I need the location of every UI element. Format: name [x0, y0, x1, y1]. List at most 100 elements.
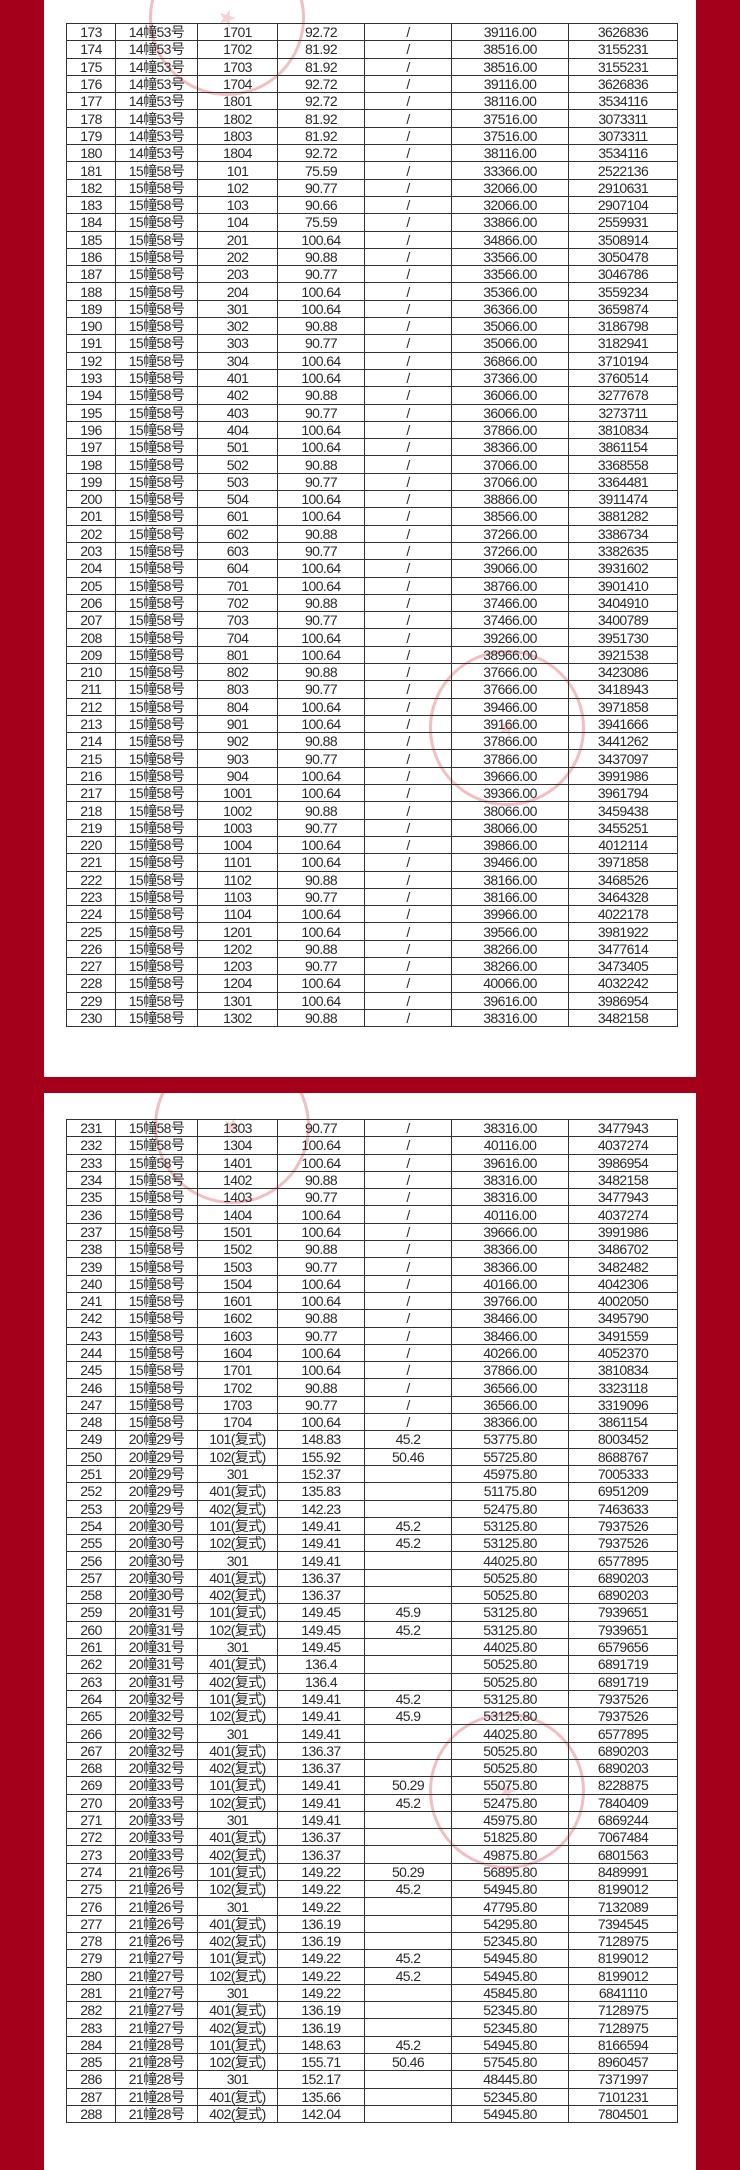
cell-building: 21幢27号 [115, 1949, 198, 1968]
cell-extra-area: 50.29 [364, 1776, 452, 1795]
cell-extra-area: / [364, 368, 452, 388]
table-row: 178 14幢53号 1802 81.92/37516.00 3073311 [66, 109, 678, 128]
cell-building: 21幢27号 [115, 2018, 198, 2037]
cell-area: 90.77 [277, 403, 365, 422]
cell-building: 20幢30号 [115, 1534, 198, 1553]
cell-unit: 1403 [197, 1188, 278, 1207]
cell-total-price: 4012114 [568, 835, 678, 855]
cell-building: 21幢28号 [115, 2104, 198, 2124]
cell-total-price: 3441262 [568, 732, 678, 751]
cell-total-price: 3861154 [568, 1413, 678, 1432]
cell-extra-area [364, 1568, 452, 1588]
cell-extra-area: 50.46 [364, 2053, 452, 2072]
cell-total-price: 6890203 [568, 1758, 678, 1778]
cell-building: 14幢53号 [115, 144, 198, 163]
table-row: 180 14幢53号 1804 92.72/38116.00 3534116 [66, 144, 678, 163]
cell-area: 90.77 [277, 1326, 365, 1345]
cell-unit-price: 54945.80 [451, 1880, 569, 1899]
cell-unit: 602 [197, 524, 278, 543]
cell-unit-price: 37866.00 [451, 1361, 569, 1380]
cell-unit-price: 38316.00 [451, 1118, 569, 1138]
cell-area: 100.64 [277, 853, 365, 872]
cell-area: 100.64 [277, 420, 365, 440]
cell-building: 20幢30号 [115, 1568, 198, 1588]
cell-unit-price: 52475.80 [451, 1793, 569, 1812]
cell-row-number: 278 [66, 1931, 116, 1951]
cell-unit-price: 38066.00 [451, 801, 569, 820]
cell-total-price: 3971858 [568, 697, 678, 716]
table-row: 266 20幢32号 301 149.41 44025.80 6577895 [66, 1724, 678, 1743]
cell-building: 15幢58号 [115, 299, 198, 319]
cell-building: 15幢58号 [115, 438, 198, 457]
cell-extra-area: / [364, 195, 452, 215]
cell-unit-price: 38766.00 [451, 576, 569, 595]
cell-unit: 1002 [197, 801, 278, 820]
cell-unit: 204 [197, 282, 278, 301]
cell-area: 90.77 [277, 611, 365, 630]
cell-extra-area: / [364, 870, 452, 889]
cell-unit-price: 39866.00 [451, 835, 569, 855]
cell-area: 90.88 [277, 870, 365, 889]
cell-extra-area: / [364, 247, 452, 267]
cell-area: 149.22 [277, 1966, 365, 1985]
cell-extra-area: / [364, 317, 452, 336]
cell-area: 149.45 [277, 1603, 365, 1622]
cell-extra-area: / [364, 714, 452, 734]
cell-row-number: 258 [66, 1586, 116, 1605]
cell-total-price: 7939651 [568, 1620, 678, 1639]
cell-unit: 804 [197, 697, 278, 716]
cell-extra-area: / [364, 1343, 452, 1363]
cell-building: 20幢33号 [115, 1828, 198, 1847]
cell-extra-area: 50.46 [364, 1447, 452, 1466]
cell-building: 15幢58号 [115, 957, 198, 976]
cell-extra-area: / [364, 697, 452, 716]
cell-area: 90.88 [277, 1170, 365, 1190]
table-row: 288 21幢28号 402(复式) 142.04 54945.80 7804501 [66, 2104, 678, 2124]
cell-total-price: 6890203 [568, 1568, 678, 1588]
cell-row-number: 193 [66, 368, 116, 388]
cell-area: 90.77 [277, 334, 365, 353]
cell-total-price: 3386734 [568, 524, 678, 543]
cell-area: 100.64 [277, 784, 365, 803]
cell-unit: 1003 [197, 818, 278, 837]
cell-row-number: 182 [66, 178, 116, 197]
cell-building: 15幢58号 [115, 1413, 198, 1432]
cell-row-number: 186 [66, 247, 116, 267]
table-row: 236 15幢58号 1404 100.64/40116.00 4037274 [66, 1205, 678, 1224]
cell-building: 15幢58号 [115, 662, 198, 682]
cell-total-price: 3911474 [568, 490, 678, 509]
cell-extra-area: / [364, 957, 452, 976]
table-row: 253 20幢29号 402(复式) 142.23 52475.80 7463633 [66, 1499, 678, 1518]
cell-area: 149.41 [277, 1810, 365, 1830]
cell-row-number: 284 [66, 2035, 116, 2055]
cell-row-number: 288 [66, 2104, 116, 2124]
cell-building: 15幢58号 [115, 1378, 198, 1397]
cell-building: 21幢28号 [115, 2070, 198, 2089]
cell-building: 20幢32号 [115, 1707, 198, 1726]
cell-row-number: 233 [66, 1153, 116, 1172]
cell-building: 14幢53号 [115, 57, 198, 76]
cell-total-price: 3626836 [568, 22, 678, 42]
cell-area: 75.59 [277, 213, 365, 232]
cell-total-price: 8199012 [568, 1966, 678, 1985]
cell-row-number: 176 [66, 74, 116, 94]
cell-extra-area: / [364, 74, 452, 94]
cell-unit: 401(复式) [197, 1914, 278, 1933]
cell-extra-area [364, 1586, 452, 1605]
cell-unit-price: 38366.00 [451, 1413, 569, 1432]
cell-total-price: 8960457 [568, 2053, 678, 2072]
cell-row-number: 214 [66, 732, 116, 751]
cell-extra-area: / [364, 593, 452, 613]
cell-unit-price: 52475.80 [451, 1499, 569, 1518]
cell-total-price: 3455251 [568, 818, 678, 837]
cell-building: 20幢30号 [115, 1516, 198, 1536]
cell-extra-area: / [364, 922, 452, 941]
cell-unit: 1303 [197, 1118, 278, 1138]
table-row: 272 20幢33号 401(复式) 136.37 51825.80 7067484 [66, 1828, 678, 1847]
cell-total-price: 3400789 [568, 611, 678, 630]
table-row: 225 15幢58号 1201 100.64/39566.00 3981922 [66, 922, 678, 941]
cell-row-number: 181 [66, 161, 116, 180]
cell-extra-area: / [364, 40, 452, 59]
cell-unit: 1202 [197, 939, 278, 959]
cell-row-number: 279 [66, 1949, 116, 1968]
